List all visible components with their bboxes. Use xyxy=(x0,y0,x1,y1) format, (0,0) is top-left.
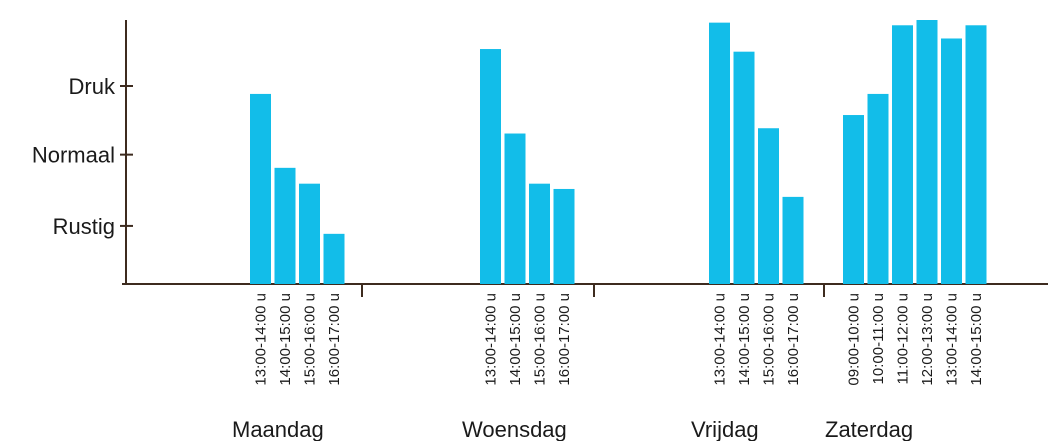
y-tick-label: Druk xyxy=(69,74,116,99)
group-label: Zaterdag xyxy=(825,417,913,441)
x-tick-labels: 13:00-14:00 u 14:00-15:00 u 15:00-16:00 u 1… xyxy=(253,293,986,386)
bar xyxy=(782,196,804,284)
x-tick-label: 10:00-11:00 u xyxy=(870,293,887,384)
group-label: Maandag xyxy=(232,417,324,441)
x-tick-label: 16:00-17:00 u xyxy=(326,293,343,386)
bar xyxy=(529,183,550,284)
x-tick-label: 14:00-15:00 u xyxy=(736,293,753,386)
bars xyxy=(250,20,987,285)
bar xyxy=(941,38,962,285)
x-tick-label: 14:00-15:00 u xyxy=(968,293,985,386)
bar xyxy=(480,49,501,284)
x-tick-label: 13:00-14:00 u xyxy=(944,293,961,386)
x-tick-label: 13:00-14:00 u xyxy=(483,293,500,386)
bar xyxy=(709,22,730,284)
bar xyxy=(553,188,575,284)
x-tick-label: 15:00-16:00 u xyxy=(302,293,319,386)
x-tick-label: 14:00-15:00 u xyxy=(507,293,524,386)
x-tick-label: 13:00-14:00 u xyxy=(253,293,270,386)
bar xyxy=(250,93,271,284)
x-tick-label: 14:00-15:00 u xyxy=(277,293,294,386)
bar xyxy=(892,25,913,285)
bar xyxy=(758,128,779,284)
y-tick-label: Normaal xyxy=(32,143,115,168)
x-tick-label: 15:00-16:00 u xyxy=(761,293,778,386)
x-tick-label: 16:00-17:00 u xyxy=(556,293,573,386)
x-tick-label: 13:00-14:00 u xyxy=(712,293,729,386)
bar xyxy=(323,233,345,284)
bar xyxy=(916,20,938,284)
x-tick-label: 11:00-12:00 u xyxy=(895,293,912,384)
y-tick-label: Rustig xyxy=(53,214,115,239)
group-label: Vrijdag xyxy=(691,417,759,441)
bar xyxy=(299,183,320,284)
bar xyxy=(504,133,526,284)
bar xyxy=(867,93,889,284)
x-tick-label: 16:00-17:00 u xyxy=(785,293,802,386)
y-axis-ticks: Rustig Normaal Druk xyxy=(32,74,133,239)
group-labels: Maandag Woensdag Vrijdag Zaterdag xyxy=(232,417,913,441)
bar xyxy=(733,51,755,285)
group-label: Woensdag xyxy=(462,417,567,441)
bar xyxy=(274,167,296,284)
bar xyxy=(965,25,987,285)
x-tick-label: 15:00-16:00 u xyxy=(532,293,549,386)
x-tick-label: 12:00-13:00 u xyxy=(919,293,936,386)
bar xyxy=(843,115,864,284)
x-tick-label: 09:00-10:00 u xyxy=(846,293,863,386)
group-separators xyxy=(361,284,825,297)
